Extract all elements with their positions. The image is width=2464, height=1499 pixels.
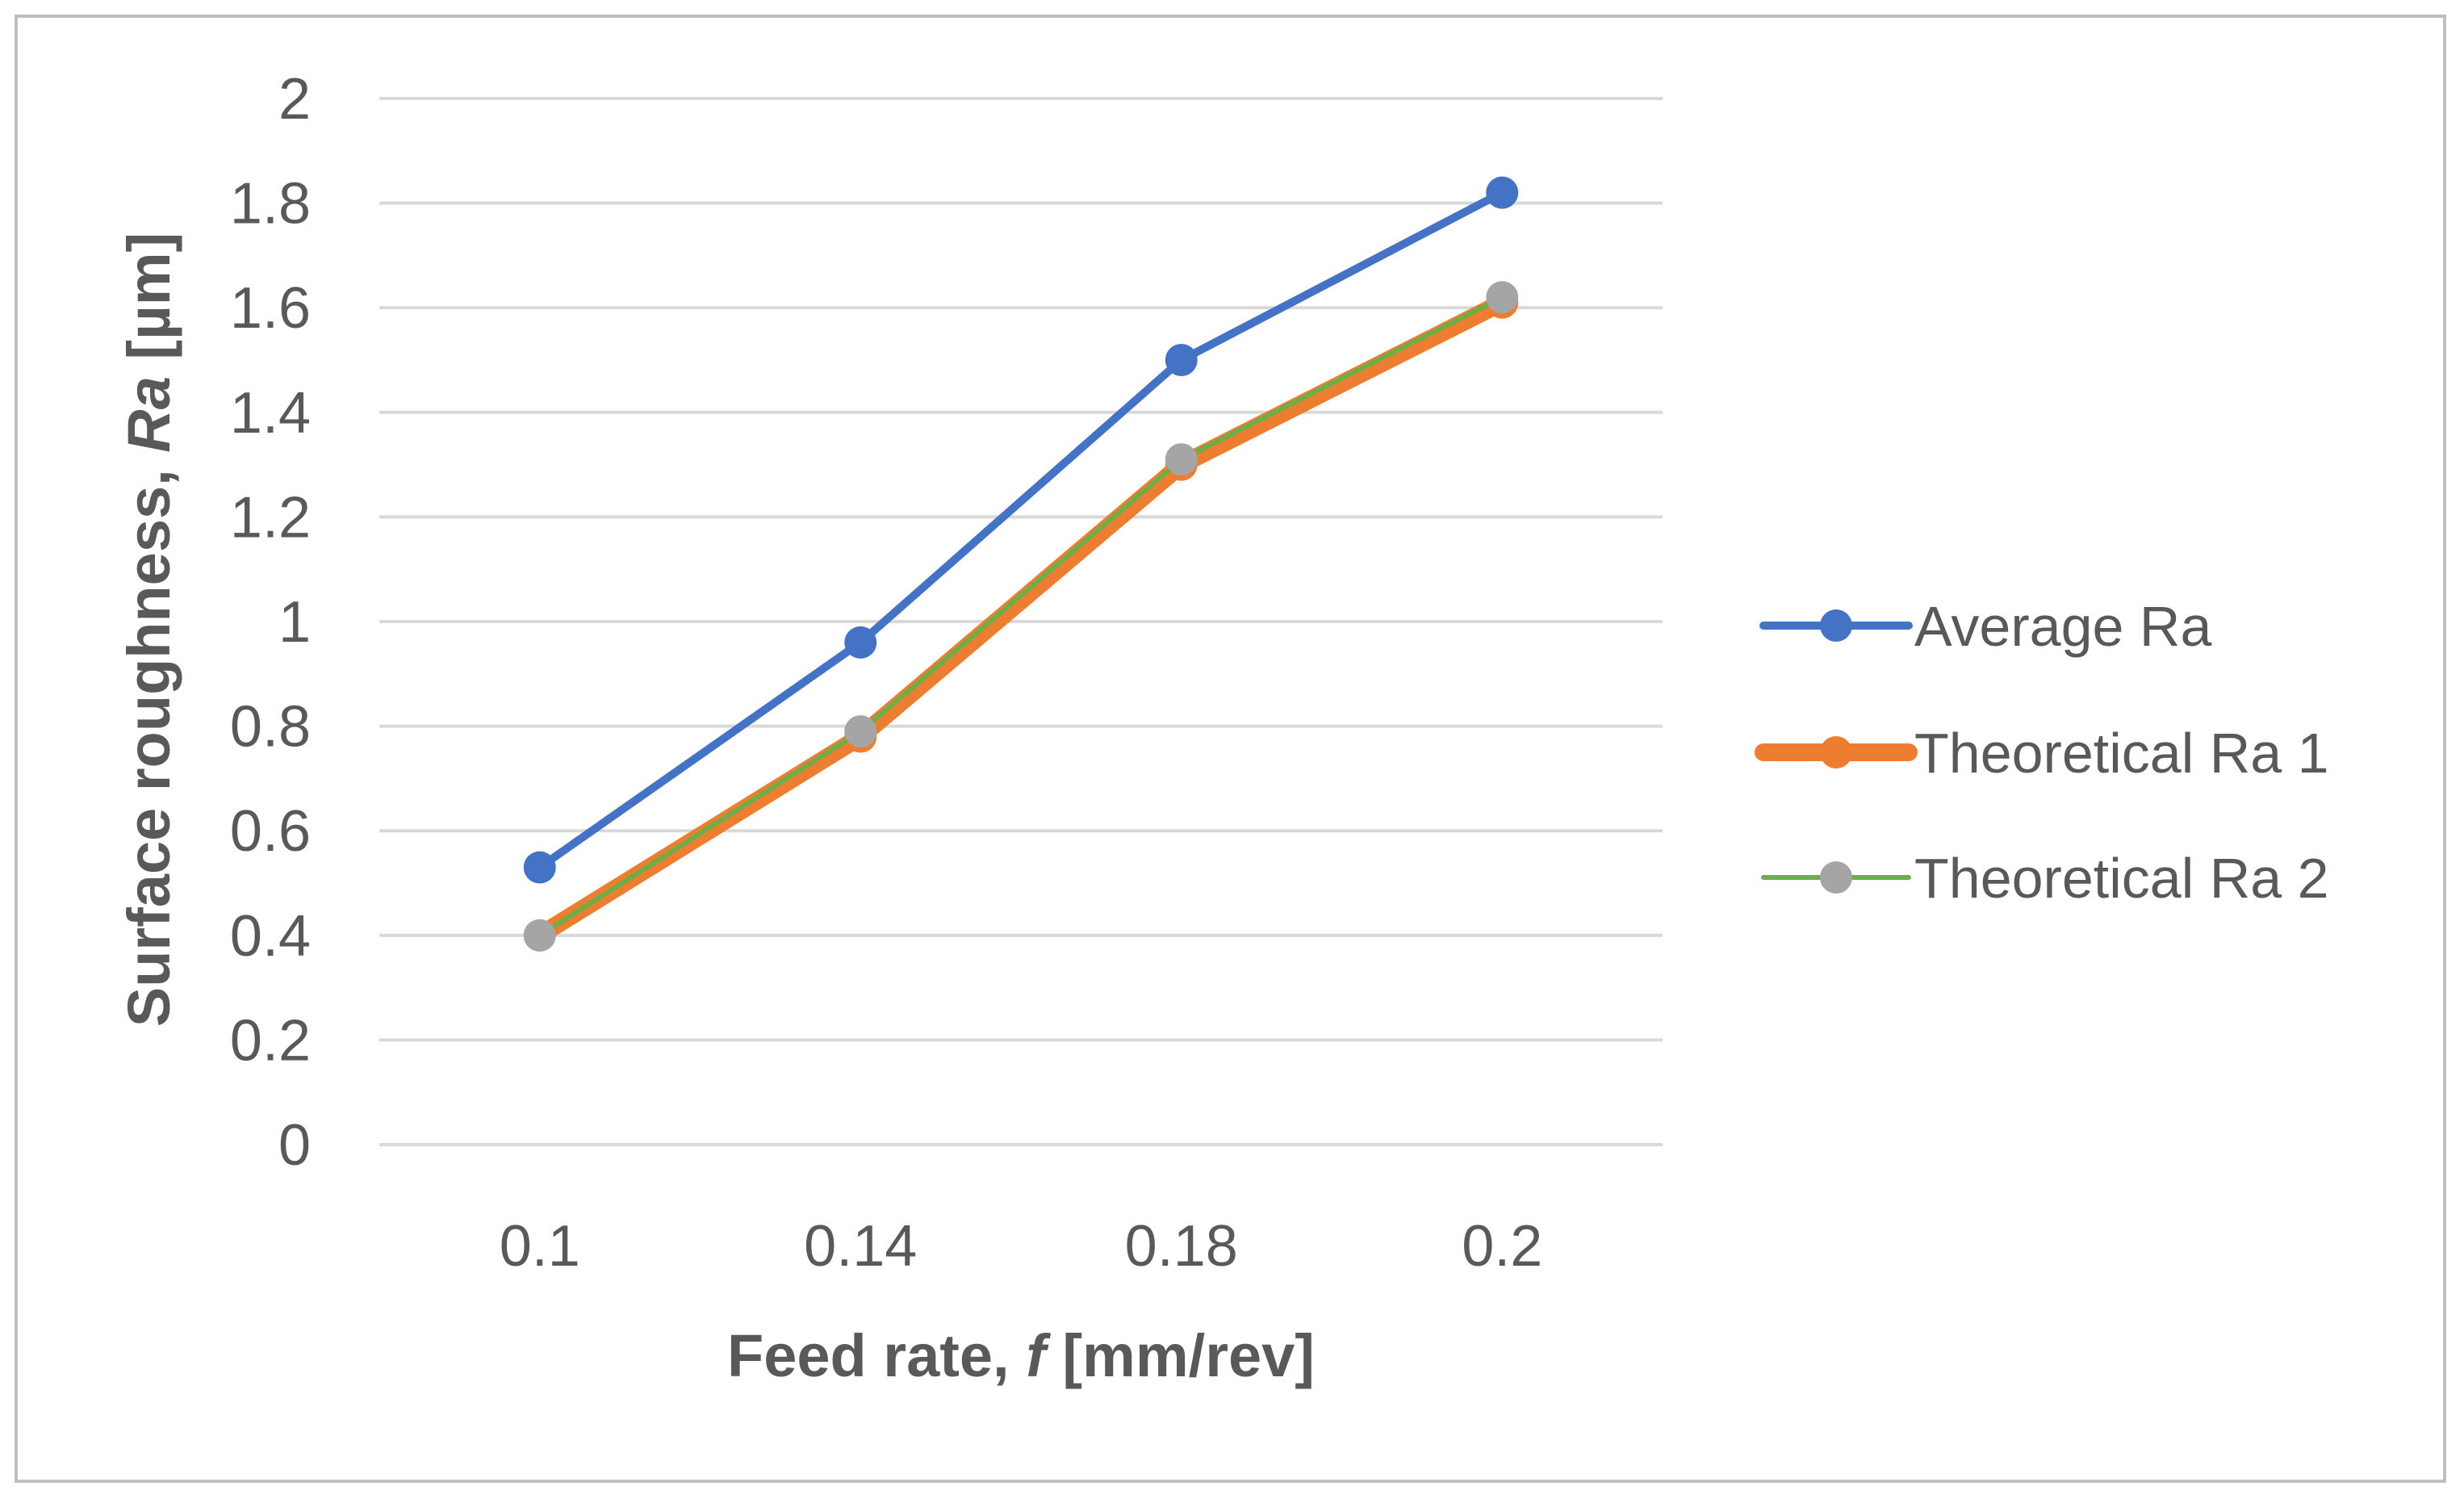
data-point	[523, 851, 556, 884]
series-line-3	[537, 295, 1505, 938]
series-line-1	[535, 188, 1507, 872]
y-tick-label: 2	[278, 67, 311, 132]
y-tick-label: 1.2	[230, 485, 311, 550]
x-tick-label: 0.18	[1125, 1214, 1238, 1279]
data-point	[1486, 281, 1519, 314]
gridlines	[379, 97, 1663, 1146]
series-group	[523, 176, 1519, 952]
data-point	[1165, 443, 1198, 476]
legend-marker-1	[1820, 609, 1852, 642]
x-axis-title: Feed rate, f [mm/rev]	[727, 1322, 1315, 1389]
y-tick-label: 0	[278, 1113, 311, 1178]
legend-label-2: Theoretical Ra 1	[1914, 722, 2329, 785]
y-tick-label: 1.4	[230, 381, 311, 446]
y-tick-label: 1.8	[230, 172, 311, 237]
data-point	[1165, 344, 1198, 376]
series-line-2	[530, 293, 1512, 944]
legend-marker-2	[1820, 736, 1852, 768]
x-tick-label: 0.14	[804, 1214, 917, 1279]
legend: Average Ra Theoretical Ra 1 Theoretical Ra…	[1755, 595, 2329, 910]
data-point	[523, 919, 556, 952]
x-axis-ticks: 0.1 0.14 0.18 0.2	[500, 1214, 1543, 1279]
legend-label-1: Average Ra	[1914, 595, 2211, 658]
data-point	[1486, 176, 1519, 209]
legend-label-3: Theoretical Ra 2	[1914, 847, 2329, 910]
x-tick-label: 0.2	[1462, 1214, 1542, 1279]
data-point	[844, 715, 877, 748]
x-tick-label: 0.1	[500, 1214, 580, 1279]
y-tick-label: 0.2	[230, 1008, 311, 1073]
legend-marker-3	[1820, 861, 1852, 894]
y-tick-label: 0.6	[230, 799, 311, 864]
y-tick-label: 1	[278, 590, 311, 655]
y-axis-ticks: 0 0.2 0.4 0.6 0.8 1 1.2 1.4 1.6 1.8 2	[230, 67, 311, 1178]
y-tick-label: 0.8	[230, 695, 311, 760]
data-point	[844, 626, 877, 659]
chart-frame	[15, 15, 2446, 1483]
y-tick-label: 1.6	[230, 276, 311, 341]
y-tick-label: 0.4	[230, 904, 311, 969]
y-axis-title: Surface roughness, Ra [µm]	[115, 232, 182, 1027]
